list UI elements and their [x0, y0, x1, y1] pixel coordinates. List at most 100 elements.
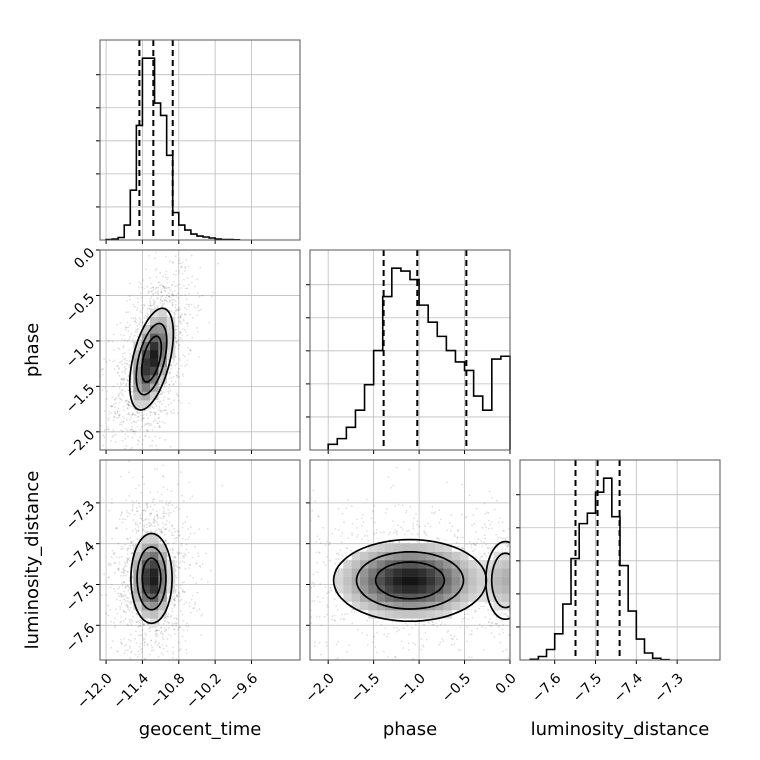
scatter-point	[242, 598, 244, 600]
scatter-point	[125, 565, 128, 567]
scatter-point	[529, 563, 531, 565]
scatter-point	[312, 573, 315, 576]
scatter-point	[438, 643, 440, 646]
scatter-point	[431, 505, 434, 508]
scatter-point	[168, 301, 171, 303]
scatter-point	[127, 511, 129, 514]
scatter-point	[487, 512, 490, 514]
scatter-point	[166, 621, 169, 623]
scatter-point	[149, 302, 152, 305]
scatter-point	[177, 600, 180, 603]
density-cell	[501, 585, 510, 594]
scatter-point	[128, 494, 131, 497]
scatter-point	[149, 303, 152, 306]
density-cell	[150, 576, 159, 586]
scatter-point	[142, 439, 145, 441]
scatter-point	[146, 430, 149, 433]
scatter-point	[408, 642, 410, 645]
scatter-point	[503, 530, 505, 533]
scatter-point	[158, 417, 160, 419]
scatter-point	[539, 530, 541, 532]
scatter-point	[186, 322, 189, 325]
scatter-point	[178, 306, 180, 309]
density-cell	[451, 585, 461, 594]
scatter-point	[115, 598, 118, 601]
scatter-point	[171, 303, 174, 306]
scatter-point	[176, 309, 179, 312]
scatter-point	[341, 532, 344, 534]
scatter-point	[356, 628, 359, 631]
scatter-point	[173, 597, 176, 600]
scatter-point	[151, 473, 153, 475]
scatter-point	[439, 641, 442, 644]
scatter-point	[108, 562, 110, 565]
scatter-point	[140, 634, 142, 637]
density-cell	[150, 551, 159, 561]
scatter-point	[167, 542, 169, 545]
scatter-point	[165, 409, 167, 411]
scatter-point	[170, 597, 173, 600]
scatter-point	[125, 574, 127, 577]
scatter-point	[174, 599, 176, 602]
scatter-point	[421, 644, 424, 647]
scatter-point	[142, 528, 145, 531]
scatter-point	[574, 607, 576, 609]
scatter-point	[124, 326, 127, 329]
scatter-point	[181, 328, 184, 331]
scatter-point	[170, 412, 173, 414]
density-cell	[351, 560, 361, 569]
scatter-point	[101, 367, 104, 370]
scatter-point	[164, 439, 167, 441]
scatter-point	[181, 334, 184, 336]
scatter-point	[162, 623, 165, 625]
scatter-point	[167, 542, 170, 545]
scatter-point	[160, 390, 163, 392]
scatter-point	[127, 547, 130, 550]
y-tick-labels-luminosity_distance: −7.6−7.5−7.4−7.3	[63, 498, 98, 656]
scatter-point	[471, 524, 473, 527]
scatter-point	[550, 625, 552, 627]
scatter-point	[127, 589, 130, 592]
scatter-point	[113, 410, 116, 413]
scatter-point	[119, 398, 122, 401]
scatter-point	[153, 302, 155, 305]
scatter-point	[127, 404, 130, 407]
scatter-point	[294, 586, 296, 588]
scatter-point	[201, 563, 204, 566]
scatter-point	[341, 613, 343, 616]
density-cell	[141, 610, 151, 619]
scatter-point	[134, 430, 137, 433]
density-cell	[493, 593, 502, 602]
density-cell	[150, 341, 159, 351]
scatter-point	[131, 620, 134, 623]
scatter-point	[163, 287, 166, 289]
scatter-point	[169, 663, 171, 665]
scatter-point	[141, 633, 144, 636]
scatter-point	[456, 536, 459, 538]
scatter-point	[147, 313, 149, 316]
scatter-point	[138, 286, 140, 288]
scatter-point	[310, 586, 313, 589]
scatter-point	[187, 265, 190, 268]
scatter-point	[110, 455, 112, 457]
scatter-point	[423, 624, 425, 626]
scatter-point	[374, 646, 377, 648]
scatter-point	[459, 626, 462, 629]
scatter-point	[130, 624, 133, 627]
scatter-point	[118, 488, 120, 490]
scatter-point	[475, 610, 478, 613]
scatter-point	[170, 367, 173, 370]
scatter-point	[167, 508, 169, 511]
scatter-point	[481, 545, 484, 548]
scatter-point	[128, 557, 131, 559]
scatter-point	[135, 474, 137, 476]
scatter-point	[186, 622, 188, 625]
scatter-point	[126, 557, 128, 560]
scatter-point	[180, 552, 183, 554]
scatter-point	[406, 530, 408, 532]
scatter-point	[163, 666, 165, 668]
scatter-point	[146, 308, 149, 310]
scatter-point	[119, 571, 121, 573]
scatter-point	[140, 309, 143, 312]
scatter-point	[159, 299, 162, 302]
